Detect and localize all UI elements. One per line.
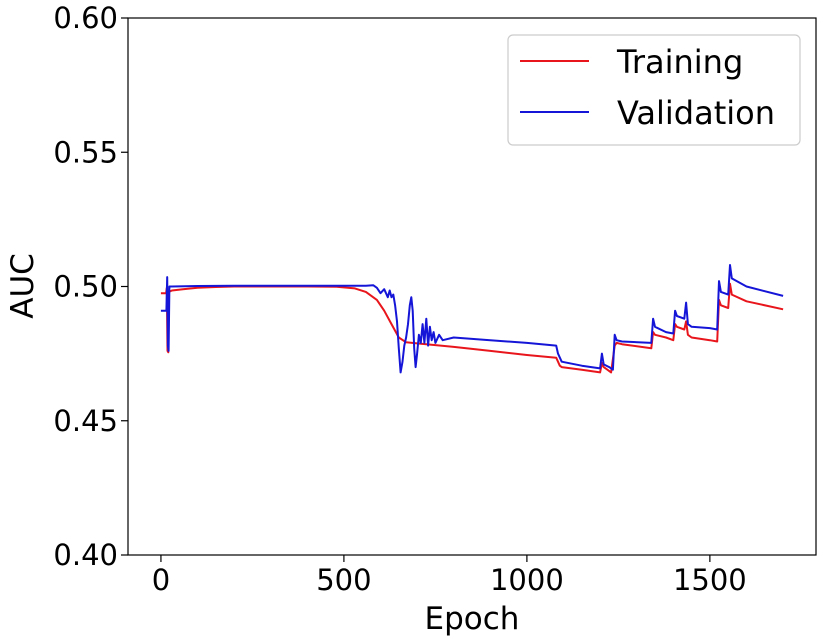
y-tick-label: 0.45 xyxy=(53,404,118,438)
legend-box xyxy=(507,34,801,146)
legend-label-validation: Validation xyxy=(617,94,775,132)
x-axis-title: Epoch xyxy=(425,601,520,637)
legend-label-training: Training xyxy=(616,43,743,81)
y-tick-label: 0.50 xyxy=(53,270,118,304)
axes-layer: 0 500 1000 1500 0.40 0.45 0.50 0.55 0.60 xyxy=(53,1,817,597)
x-tick-label: 1000 xyxy=(490,563,564,597)
x-tick-label: 500 xyxy=(316,563,371,597)
y-tick-label: 0.55 xyxy=(53,135,118,169)
legend: Training Validation xyxy=(507,34,801,146)
y-tick-label: 0.40 xyxy=(53,538,118,572)
x-tick-label: 1500 xyxy=(673,563,747,597)
y-tick-label: 0.60 xyxy=(53,1,118,35)
series-layer xyxy=(160,264,784,374)
x-tick-label: 0 xyxy=(152,563,170,597)
series-line-validation xyxy=(160,264,784,374)
y-axis-title: AUC xyxy=(5,253,41,319)
series-line-training xyxy=(160,282,784,374)
